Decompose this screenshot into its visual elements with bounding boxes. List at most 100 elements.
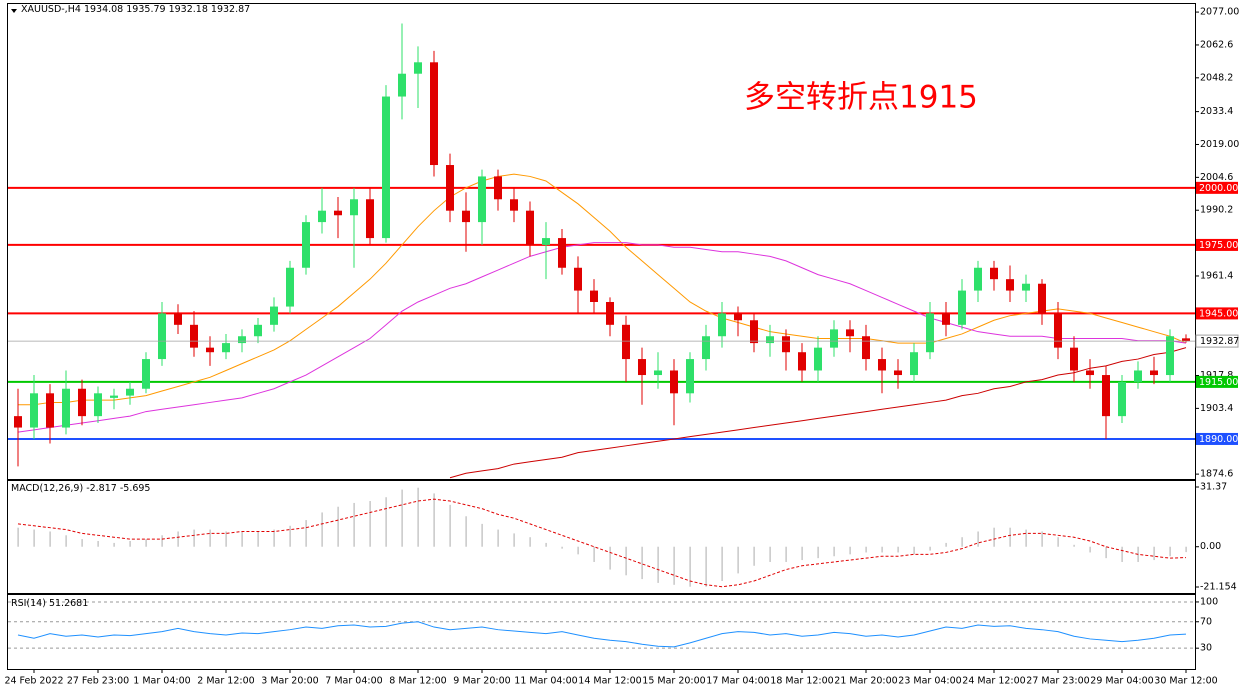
candle-body bbox=[222, 343, 230, 353]
macd-bar bbox=[993, 527, 995, 547]
price-panel bbox=[7, 3, 1196, 480]
candle-body bbox=[926, 313, 934, 353]
macd-bar bbox=[49, 531, 51, 547]
y-tick-label: 70 bbox=[1200, 616, 1212, 627]
candle-body bbox=[1086, 370, 1094, 376]
macd-value: -2.817 bbox=[86, 483, 117, 494]
candle-body bbox=[398, 73, 406, 97]
candle-body bbox=[158, 313, 166, 360]
macd-bar bbox=[577, 546, 579, 555]
candle-body bbox=[766, 336, 774, 344]
candle-body bbox=[1038, 283, 1046, 314]
candle-body bbox=[590, 290, 598, 302]
current-price-label: 1932.87 bbox=[1200, 336, 1239, 347]
signal-line bbox=[17, 498, 1187, 588]
macd-bar bbox=[753, 546, 755, 566]
macd-bar bbox=[337, 506, 339, 547]
high: 1935.79 bbox=[126, 4, 166, 15]
macd-bar bbox=[817, 546, 819, 559]
candle-body bbox=[350, 199, 358, 216]
candle-body bbox=[558, 238, 566, 268]
macd-bar bbox=[705, 546, 707, 587]
y-tick-label: 2004.6 bbox=[1200, 172, 1233, 183]
macd-bar bbox=[881, 546, 883, 553]
candle-body bbox=[814, 347, 822, 371]
macd-bar bbox=[433, 493, 435, 547]
candle-body bbox=[286, 267, 294, 307]
macd-bar bbox=[1089, 546, 1091, 553]
rsi-header: RSI(14) 51.2681 bbox=[11, 598, 88, 610]
macd-bar bbox=[289, 525, 291, 547]
x-tick-label: 27 Mar 23:00 bbox=[1026, 676, 1089, 687]
candle-body bbox=[334, 210, 342, 216]
x-tick-label: 30 Mar 12:00 bbox=[1154, 676, 1217, 687]
macd-bar bbox=[1041, 531, 1043, 547]
x-tick-label: 21 Mar 20:00 bbox=[834, 676, 897, 687]
y-tick-label: 31.37 bbox=[1200, 482, 1227, 493]
candle-body bbox=[302, 222, 310, 268]
macd-bar bbox=[1073, 544, 1075, 547]
candle-body bbox=[318, 210, 326, 223]
macd-bar bbox=[913, 546, 915, 555]
price-header: XAUUSD-,H4 1934.08 1935.79 1932.18 1932.… bbox=[21, 4, 250, 16]
candle-body bbox=[126, 388, 134, 396]
macd-bar bbox=[1025, 529, 1027, 547]
x-tick-label: 15 Mar 20:00 bbox=[642, 676, 705, 687]
signal-value: -5.695 bbox=[119, 483, 151, 494]
macd-bar bbox=[209, 529, 211, 547]
x-tick-label: 9 Mar 20:00 bbox=[453, 676, 510, 687]
current-price-box bbox=[1195, 334, 1239, 348]
level-label: 1945.00 bbox=[1199, 308, 1238, 319]
collapse-icon bbox=[11, 9, 17, 13]
candle-body bbox=[1166, 336, 1174, 376]
y-tick-label: -21.154 bbox=[1200, 582, 1237, 593]
macd-title: MACD(12,26,9) bbox=[11, 483, 84, 494]
plot-layer: 2077.00 2062.6 2048.2 2033.4 2019.00 2004.6 19… bbox=[4, 7, 1239, 687]
macd-bar bbox=[113, 542, 115, 547]
candle-body bbox=[1134, 370, 1142, 382]
candle-body bbox=[174, 313, 182, 325]
y-tick-label: 1917.8 bbox=[1200, 370, 1233, 381]
candle-body bbox=[142, 359, 150, 389]
candle-body bbox=[670, 370, 678, 394]
candle-body bbox=[830, 329, 838, 348]
candle-body bbox=[382, 96, 390, 239]
y-tick-label: 0.00 bbox=[1200, 541, 1221, 552]
candle-body bbox=[910, 352, 918, 376]
candle-body bbox=[238, 336, 246, 344]
macd-bar bbox=[833, 546, 835, 557]
x-tick-label: 24 Feb 2022 bbox=[4, 676, 63, 687]
candle-body bbox=[878, 359, 886, 371]
candle-body bbox=[782, 336, 790, 353]
x-tick-label: 7 Mar 04:00 bbox=[325, 676, 382, 687]
candle-body bbox=[974, 267, 982, 291]
y-tick-label: 2033.4 bbox=[1200, 106, 1233, 117]
close: 1932.87 bbox=[210, 4, 251, 15]
candle-body bbox=[510, 199, 518, 211]
macd-bar bbox=[33, 529, 35, 547]
macd-bar bbox=[1185, 546, 1187, 553]
moving-average bbox=[18, 173, 1187, 406]
rsi-panel bbox=[7, 594, 1196, 670]
candle-body bbox=[718, 313, 726, 337]
level-label-box bbox=[1196, 375, 1238, 388]
y-tick-label: 1990.2 bbox=[1200, 205, 1233, 216]
candle-body bbox=[958, 290, 966, 325]
y-tick-label: 30 bbox=[1200, 643, 1212, 654]
candle-body bbox=[206, 347, 214, 353]
low: 1932.18 bbox=[168, 4, 208, 15]
level-label-box bbox=[1196, 432, 1238, 445]
macd-bar bbox=[177, 531, 179, 547]
candle-body bbox=[1006, 279, 1014, 291]
macd-bar bbox=[865, 546, 867, 553]
macd-bar bbox=[385, 497, 387, 547]
level-label-box bbox=[1196, 181, 1238, 194]
candle-body bbox=[798, 352, 806, 371]
x-tick-label: 23 Mar 04:00 bbox=[898, 676, 961, 687]
macd-bar bbox=[193, 529, 195, 547]
candle-body bbox=[254, 324, 262, 337]
candle-body bbox=[14, 416, 22, 428]
macd-bar bbox=[145, 539, 147, 547]
candle-body bbox=[110, 395, 118, 398]
candle-body bbox=[686, 359, 694, 394]
